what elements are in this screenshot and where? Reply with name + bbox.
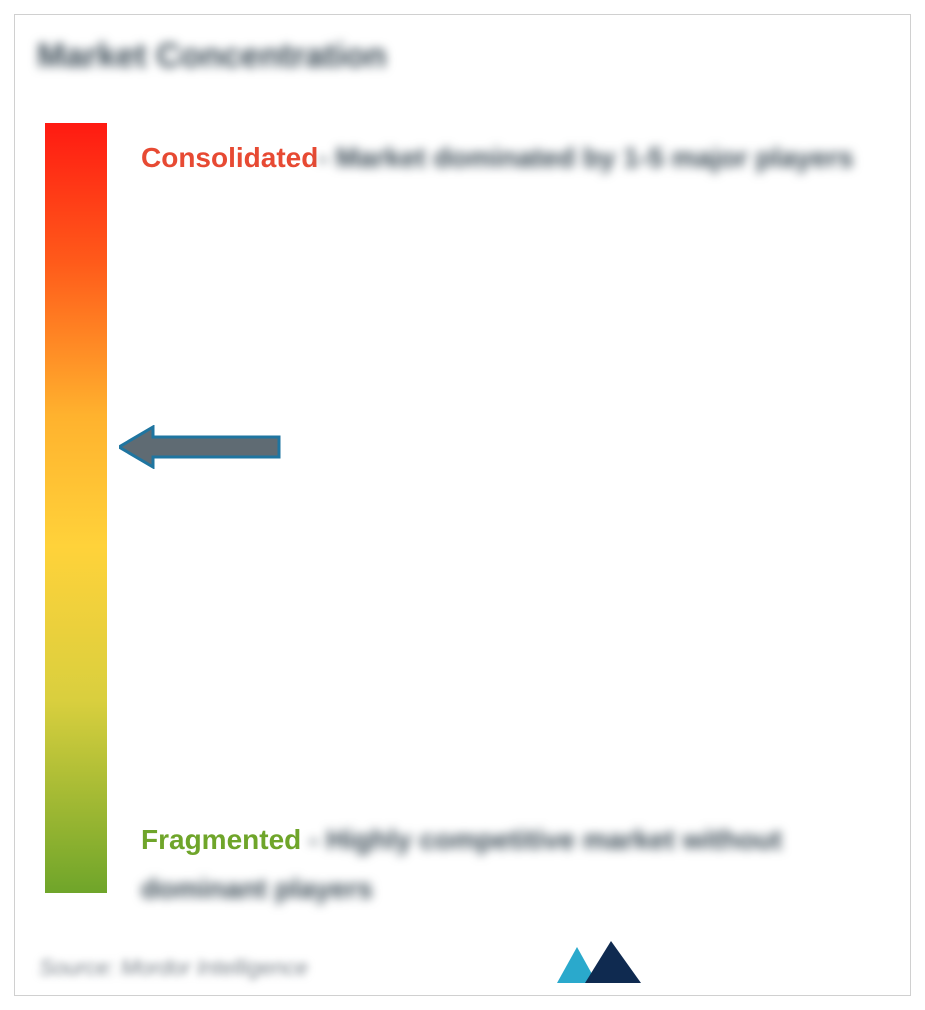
fragmented-description: Fragmented - Highly competitive market w… bbox=[141, 815, 880, 913]
source-attribution: Source: Mordor Intelligence bbox=[39, 955, 308, 981]
chart-title: Market Concentration bbox=[37, 37, 387, 76]
concentration-gradient-bar bbox=[45, 123, 107, 893]
chart-frame: Market Concentration Consolidated- Marke… bbox=[14, 14, 911, 996]
consolidated-description: Consolidated- Market dominated by 1-5 ma… bbox=[141, 133, 880, 182]
logo-right bbox=[585, 941, 641, 983]
consolidated-rest: - Market dominated by 1-5 major players bbox=[318, 142, 853, 173]
arrow-shape bbox=[119, 427, 279, 467]
brand-logo-icon bbox=[555, 941, 645, 985]
consolidated-label: Consolidated bbox=[141, 142, 318, 173]
indicator-arrow-icon bbox=[119, 425, 281, 469]
fragmented-label: Fragmented bbox=[141, 824, 301, 855]
